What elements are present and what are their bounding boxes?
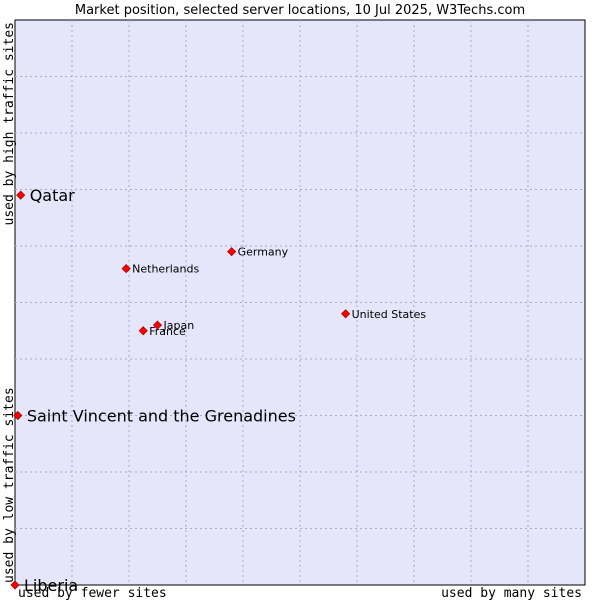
point-qatar[interactable]	[16, 190, 26, 200]
point-liberia[interactable]	[10, 580, 20, 590]
y-axis-label-bottom: used by low traffic sites	[2, 387, 17, 583]
point-label-saint-vincent-and-the-grenadines: Saint Vincent and the Grenadines	[27, 407, 296, 426]
point-label-liberia: Liberia	[24, 576, 78, 595]
data-points: Qatar Saint Vincent and the Grenadines Lib…	[10, 186, 427, 595]
point-label-japan: Japan	[163, 319, 195, 332]
point-label-united-states: United States	[352, 308, 427, 321]
point-netherlands[interactable]	[121, 264, 131, 274]
x-axis-label-left: used by fewer sites	[18, 586, 167, 600]
point-label-france: France	[149, 325, 186, 338]
grid-lines	[15, 20, 585, 585]
point-label-germany: Germany	[238, 246, 289, 259]
point-label-qatar: Qatar	[30, 186, 75, 205]
point-germany[interactable]	[227, 247, 237, 257]
x-axis-label-right: used by many sites	[441, 586, 582, 600]
y-axis-label-top: used by high traffic sites	[2, 22, 17, 226]
point-france[interactable]	[138, 326, 148, 336]
point-japan[interactable]	[152, 320, 163, 330]
point-united-states[interactable]	[341, 309, 351, 319]
point-label-netherlands: Netherlands	[132, 263, 199, 276]
point-saint-vincent-and-the-grenadines[interactable]	[13, 410, 23, 421]
chart-title: Market position, selected server locatio…	[75, 3, 525, 18]
